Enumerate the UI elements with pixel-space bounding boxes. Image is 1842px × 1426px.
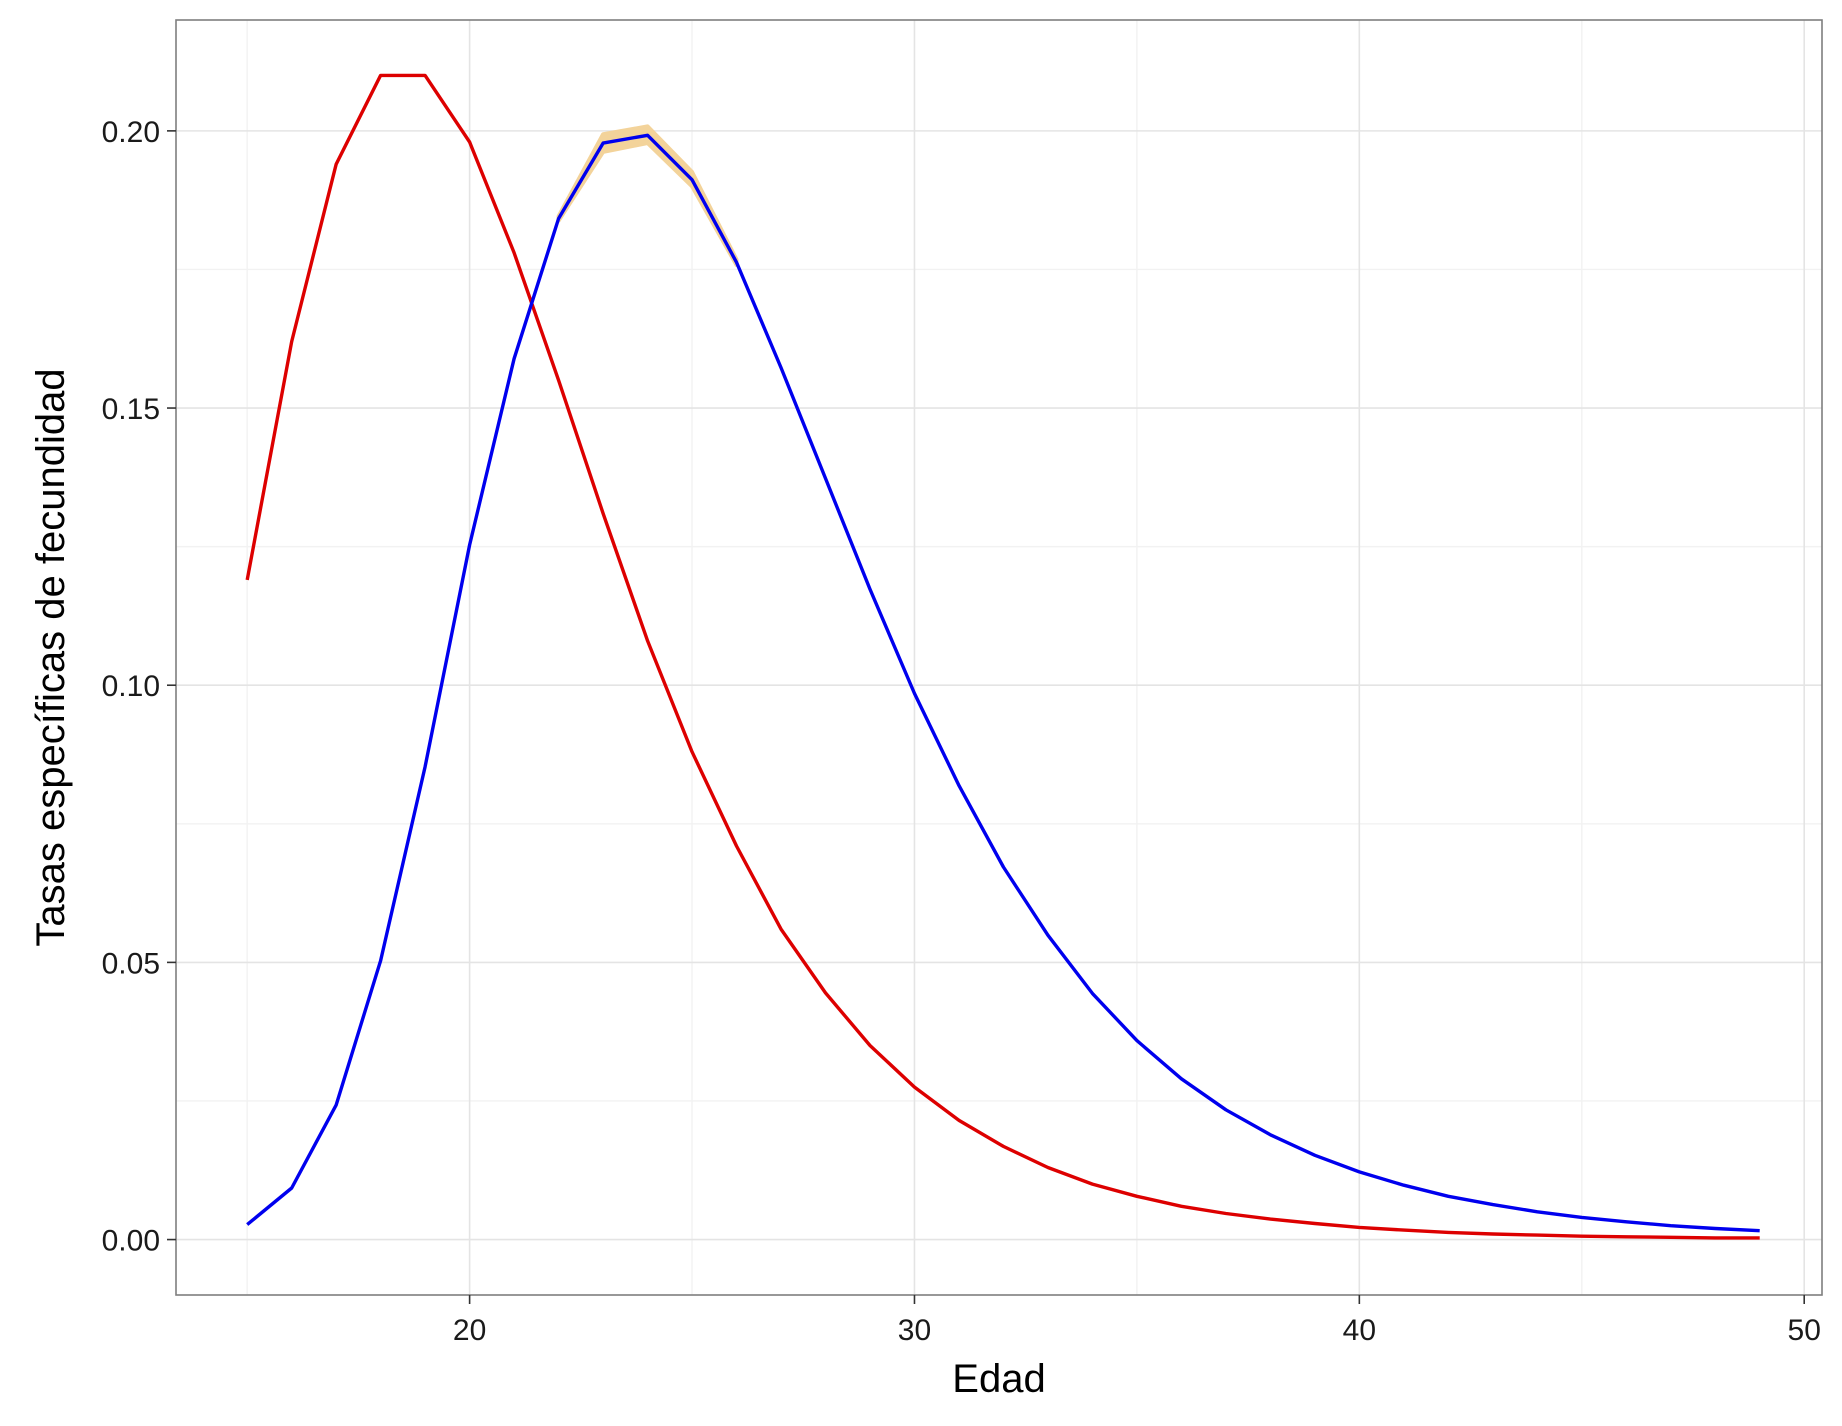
x-tick-label: 50	[1788, 1314, 1821, 1347]
series-lines	[245, 73, 1760, 1240]
x-axis-title: Edad	[952, 1357, 1045, 1401]
x-tick-label: 40	[1343, 1314, 1376, 1347]
plot-panel-border	[175, 19, 1823, 1296]
x-tick-label: 20	[453, 1314, 486, 1347]
y-tick-label: 0.00	[102, 1225, 160, 1258]
y-axis-tick-labels: 0.00 0.05 0.10 0.15 0.20	[102, 116, 160, 1258]
y-axis-title: Tasas específicas de fecundidad	[29, 368, 73, 946]
y-tick-label: 0.15	[102, 393, 160, 426]
x-axis-tick-labels: 20 30 40 50	[453, 1314, 1821, 1347]
y-tick-label: 0.05	[102, 947, 160, 980]
series-line-blue	[246, 133, 1760, 1233]
major-gridlines	[176, 20, 1822, 1295]
y-tick-label: 0.10	[102, 670, 160, 703]
y-tick-label: 0.20	[102, 116, 160, 149]
x-tick-label: 30	[898, 1314, 931, 1347]
axis-ticks	[167, 130, 1806, 1304]
minor-gridlines	[176, 20, 1822, 1295]
series-line-red	[245, 73, 1760, 1240]
